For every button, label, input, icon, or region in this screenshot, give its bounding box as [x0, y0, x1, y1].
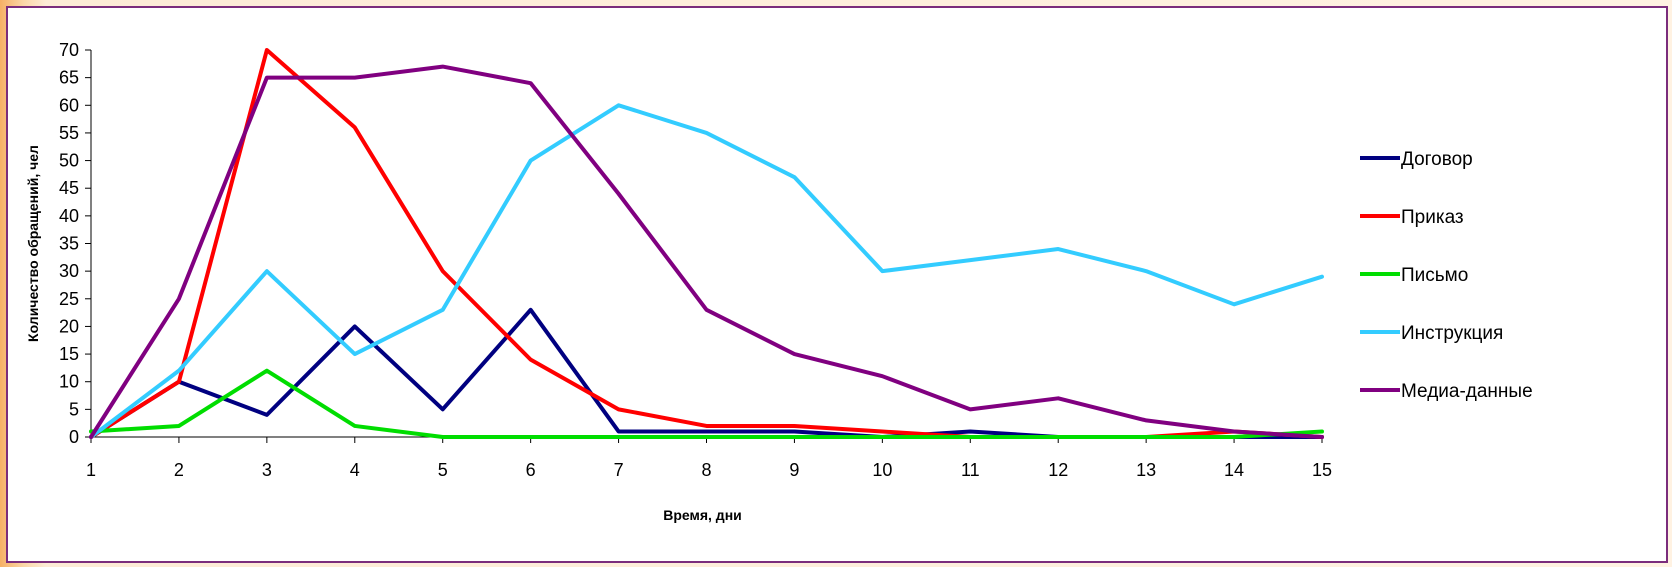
x-axis: 1 2 3 4 5 6 7 8 9 10 11 12 13 14 15 [86, 436, 1332, 480]
y-tick-label: 25 [59, 289, 79, 309]
x-tick-label: 1 [86, 460, 96, 480]
x-tick-label: 5 [438, 460, 448, 480]
y-tick-label: 45 [59, 178, 79, 198]
y-tick-label: 15 [59, 344, 79, 364]
series-line [89, 64, 1324, 439]
y-tick-label: 60 [59, 95, 79, 115]
x-tick-label: 2 [174, 460, 184, 480]
series-line [89, 48, 1324, 439]
x-axis-title: Время, дни [663, 507, 742, 523]
x-tick-label: 6 [526, 460, 536, 480]
y-tick-label: 0 [69, 427, 79, 447]
legend: Договор Приказ Письмо Инструкция Медиа-данны… [1360, 149, 1533, 402]
y-tick-label: 20 [59, 316, 79, 336]
y-axis: 0 5 10 15 20 25 30 35 40 45 50 55 60 65 70 [59, 40, 92, 447]
x-tick-label: 10 [872, 460, 892, 480]
x-tick-label: 11 [961, 460, 980, 480]
x-tick-label: 3 [262, 460, 272, 480]
legend-label: Приказ [1401, 207, 1464, 228]
legend-label: Инструкция [1401, 323, 1503, 344]
x-tick-label: 7 [614, 460, 624, 480]
series-lines [89, 48, 1324, 439]
x-tick-label: 13 [1136, 460, 1156, 480]
y-axis-title: Количество обращений, чел [25, 145, 41, 342]
y-tick-label: 70 [59, 40, 79, 60]
x-tick-label: 4 [350, 460, 360, 480]
legend-label: Медиа-данные [1401, 381, 1533, 402]
y-tick-label: 5 [69, 399, 79, 419]
x-tick-label: 12 [1048, 460, 1068, 480]
y-tick-label: 10 [59, 372, 79, 392]
y-tick-label: 50 [59, 151, 79, 171]
y-tick-label: 30 [59, 261, 79, 281]
legend-label: Договор [1401, 149, 1473, 170]
y-tick-label: 35 [59, 234, 79, 254]
series-line [89, 103, 1324, 439]
y-tick-label: 65 [59, 68, 79, 88]
x-tick-label: 8 [701, 460, 711, 480]
x-tick-label: 14 [1224, 460, 1244, 480]
legend-label: Письмо [1401, 265, 1468, 286]
series-line [89, 368, 1324, 439]
x-tick-label: 15 [1312, 460, 1332, 480]
x-tick-label: 9 [789, 460, 799, 480]
y-tick-label: 55 [59, 123, 79, 143]
y-tick-label: 40 [59, 206, 79, 226]
